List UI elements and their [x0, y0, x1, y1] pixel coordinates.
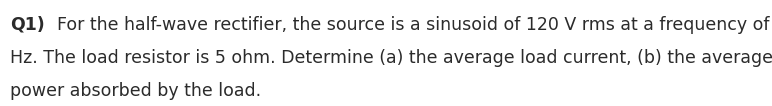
Text: Hz. The load resistor is 5 ohm. Determine (a) the average load current, (b) the : Hz. The load resistor is 5 ohm. Determin… [10, 49, 772, 67]
Text: Q1): Q1) [10, 16, 45, 34]
Text: power absorbed by the load.: power absorbed by the load. [10, 82, 261, 100]
Text: For the half-wave rectifier, the source is a sinusoid of 120 V rms at a frequenc: For the half-wave rectifier, the source … [46, 16, 772, 34]
